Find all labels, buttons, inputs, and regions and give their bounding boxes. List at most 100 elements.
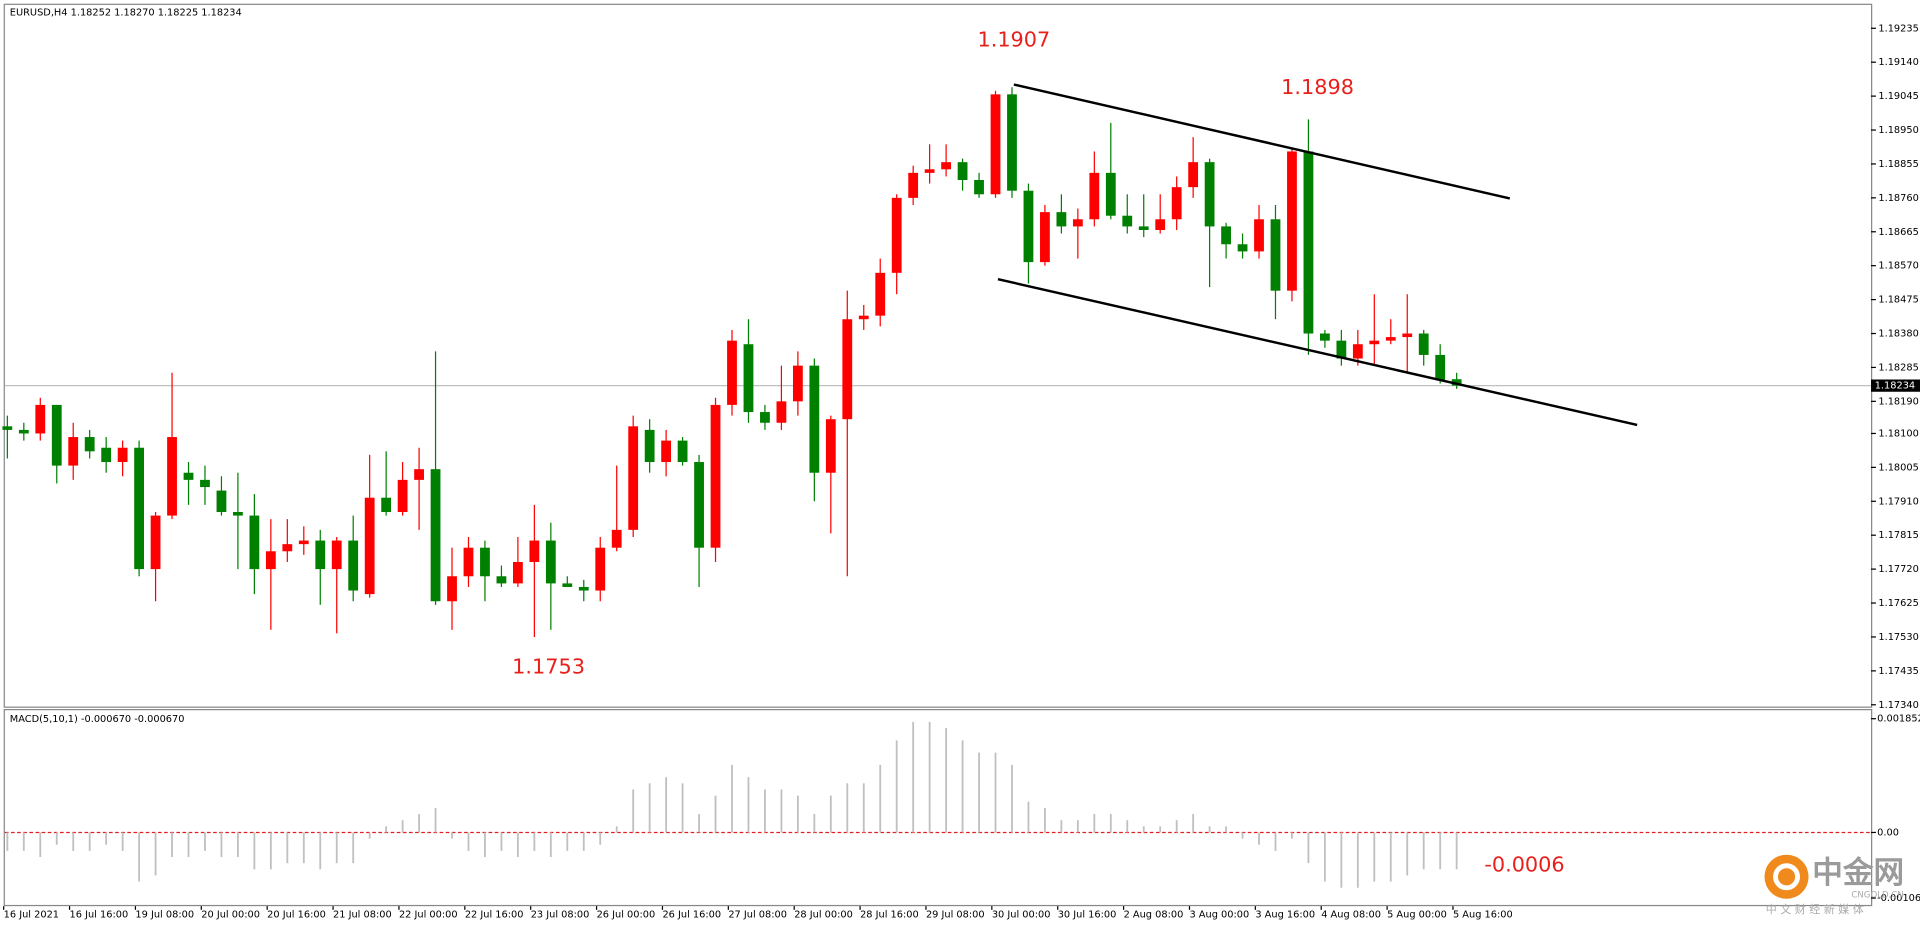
candle-body [348,540,359,591]
candle-body [1072,219,1083,227]
candle-body [1237,244,1248,252]
x-tick-label: 2 Aug 08:00 [1124,910,1184,921]
candle-body [282,544,293,552]
y-tick-label: 1.17625 [1878,598,1918,609]
y-tick-label: 1.17435 [1878,666,1918,677]
candle-body [1138,226,1149,230]
candle-body [974,180,984,195]
candle-body [51,404,62,466]
x-tick-label: 30 Jul 00:00 [992,910,1051,921]
candle-body [710,404,721,548]
candle-body [1402,333,1413,338]
candle-body [1040,212,1050,263]
candle-body [957,162,968,181]
candle-body [101,447,112,463]
candle-body [463,547,474,577]
x-tick-label: 22 Jul 16:00 [465,910,524,921]
candle-body [545,540,556,584]
candle-body [1155,219,1166,230]
candle-body [1320,333,1330,341]
x-tick-label: 26 Jul 16:00 [662,910,721,921]
candle-body [265,551,276,570]
candle-body [1287,151,1297,291]
candle-body [809,365,820,473]
candle-body [1204,162,1215,227]
candle-body [1451,379,1462,386]
watermark-brand: 中金网 [1812,855,1904,891]
candle-body [513,561,523,584]
logo-icon [1773,863,1800,891]
y-tick-label: 1.18855 [1878,159,1918,170]
x-tick-label: 22 Jul 00:00 [399,910,458,921]
candle-body [200,479,210,488]
candle-body [249,515,260,570]
y-tick-label: 1.18665 [1878,227,1918,238]
macd-frame [3,709,1873,907]
candle-body [611,529,622,548]
candle-body [315,540,326,570]
macd-tick-label: 0.00 [1877,827,1899,838]
y-tick-label: 1.17530 [1878,632,1918,643]
candle-body [1023,190,1034,263]
y-tick-label: 1.17815 [1878,530,1918,541]
x-tick-label: 29 Jul 08:00 [926,910,985,921]
candle-body [776,401,787,423]
x-tick-label: 16 Jul 2021 [4,910,59,921]
candle-body [18,429,29,434]
candle-body [397,479,408,513]
candle-body [134,447,144,570]
macd-label: MACD(5,10,1) -0.000670 -0.000670 [10,714,185,725]
candle-body [694,462,704,548]
candle-body [298,540,309,545]
main-frame [3,3,1873,708]
x-tick-label: 5 Aug 00:00 [1387,910,1447,921]
x-tick-label: 4 Aug 08:00 [1321,910,1381,921]
candle-body [990,94,1001,195]
candle-body [1352,344,1363,359]
candle-body [150,515,161,570]
trend-line [1013,83,1511,200]
candle-body [1303,151,1314,334]
candle-body [1254,219,1264,252]
y-tick-label: 1.19140 [1878,57,1918,68]
y-tick-label: 1.18005 [1878,462,1918,473]
candle-body [924,169,935,173]
x-tick-label: 3 Aug 00:00 [1189,910,1249,921]
candle-body [562,583,573,587]
candle-body [628,426,639,530]
candle-body [727,340,737,405]
x-tick-label: 19 Jul 08:00 [135,910,194,921]
annotation: 1.1898 [1281,75,1354,99]
candle-body [364,497,375,595]
candle-body [2,426,13,430]
candle-body [1418,333,1429,355]
candle-body [891,197,902,273]
candle-body [908,172,919,198]
y-tick-label: 1.17910 [1878,496,1918,507]
chart-legend: EURUSD,H4 1.18252 1.18270 1.18225 1.1823… [10,7,242,18]
candle-body [1221,226,1231,245]
x-tick-label: 21 Jul 08:00 [333,910,392,921]
candle-body [792,365,803,402]
x-tick-label: 26 Jul 00:00 [597,910,656,921]
trend-line [997,278,1638,427]
price-tag [1871,379,1920,392]
candle-body [84,437,95,452]
candle-body [496,576,507,584]
macd-tick-label: 0.001852 [1877,714,1920,725]
y-tick-label: 1.18190 [1878,396,1918,407]
candle-body [381,497,392,513]
candle-body [1369,340,1380,345]
y-tick-label: 1.19235 [1878,23,1918,34]
x-tick-label: 28 Jul 16:00 [860,910,919,921]
candle-body [233,512,243,516]
candle-body [117,447,128,463]
candle-body [1171,187,1182,220]
x-tick-label: 27 Jul 08:00 [728,910,787,921]
candle-body [595,547,606,591]
candle-body [875,272,886,316]
candle-body [941,162,951,170]
candle-body [760,412,770,423]
x-tick-label: 16 Jul 16:00 [70,910,129,921]
candle-body [331,540,342,570]
